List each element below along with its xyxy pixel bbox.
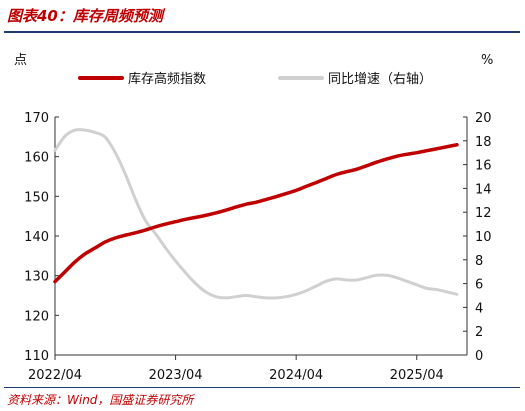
left-tick-label: 140 bbox=[24, 230, 49, 245]
right-axis-unit: % bbox=[481, 53, 493, 68]
legend-label: 同比增速（右轴） bbox=[328, 72, 432, 87]
right-tick-label: 20 bbox=[475, 111, 492, 126]
right-tick-label: 18 bbox=[475, 135, 492, 150]
left-tick-label: 120 bbox=[24, 309, 49, 324]
right-tick-label: 6 bbox=[475, 278, 483, 293]
left-tick-label: 110 bbox=[24, 349, 49, 364]
inventory-index-line bbox=[53, 143, 459, 284]
right-tick-label: 4 bbox=[475, 301, 483, 316]
legend-label: 库存高频指数 bbox=[128, 71, 206, 87]
yoy-growth-line bbox=[53, 128, 459, 300]
series-layer bbox=[53, 128, 459, 300]
source-note: 资料来源：Wind，国盛证券研究所 bbox=[7, 393, 194, 407]
right-tick-label: 2 bbox=[475, 325, 483, 340]
right-tick-label: 8 bbox=[475, 254, 483, 269]
x-tick-label: 2023/04 bbox=[149, 368, 203, 383]
axes: 110 120 130 140 150 160 170 0 2 4 6 8 10 12 14 16 18 20 20… bbox=[24, 111, 491, 383]
legend: 库存高频指数 同比增速（右轴） bbox=[78, 71, 432, 87]
source-divider bbox=[4, 387, 520, 388]
x-tick-label: 2022/04 bbox=[28, 368, 82, 383]
left-tick-label: 160 bbox=[24, 151, 49, 166]
right-tick-label: 10 bbox=[475, 230, 492, 245]
figure-title: 图表40：库存周频预测 bbox=[7, 7, 163, 25]
x-tick-label: 2025/04 bbox=[390, 368, 444, 383]
right-tick-label: 16 bbox=[475, 159, 492, 174]
right-tick-label: 14 bbox=[475, 182, 492, 197]
left-tick-label: 170 bbox=[24, 111, 49, 126]
right-tick-label: 12 bbox=[475, 206, 492, 221]
title-divider bbox=[4, 31, 520, 33]
x-tick-label: 2024/04 bbox=[269, 368, 323, 383]
right-tick-label: 0 bbox=[475, 349, 483, 364]
left-tick-label: 130 bbox=[24, 270, 49, 285]
left-tick-label: 150 bbox=[24, 190, 49, 205]
left-axis-unit: 点 bbox=[14, 53, 27, 68]
